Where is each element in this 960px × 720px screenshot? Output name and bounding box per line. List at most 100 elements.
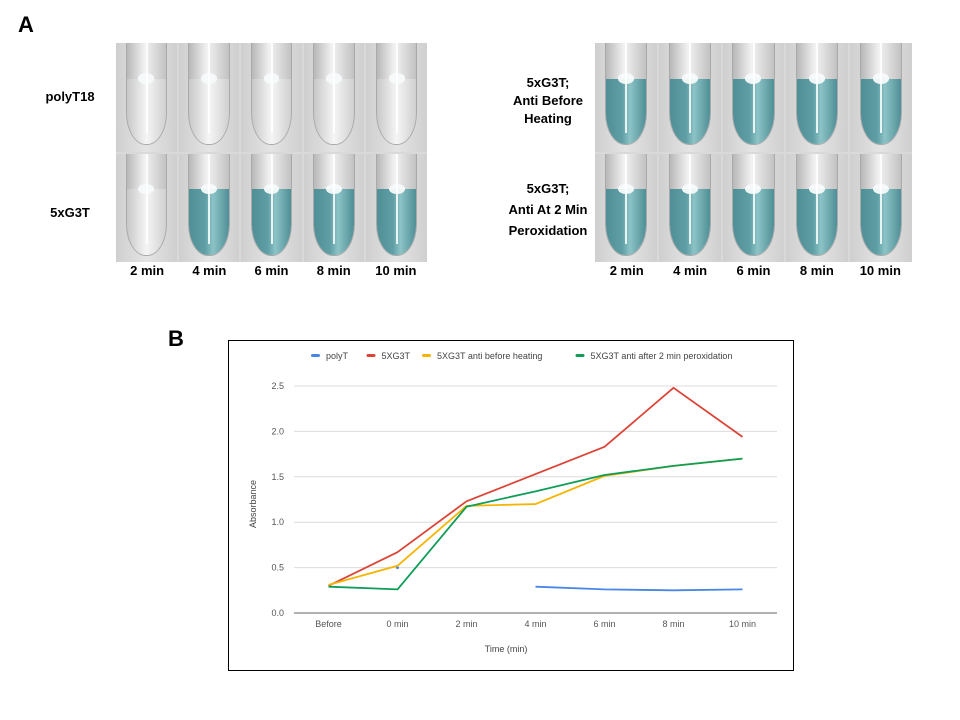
rod bbox=[333, 153, 336, 244]
time-label: 10 min bbox=[375, 263, 417, 278]
tube-icon bbox=[313, 43, 355, 145]
rod bbox=[880, 153, 883, 244]
tube-icon bbox=[668, 153, 711, 256]
right-tube-photo bbox=[722, 153, 785, 262]
rod bbox=[270, 43, 273, 134]
x-tick-label: 6 min bbox=[593, 619, 615, 629]
legend-label-5xg3t-anti-before-heating: 5XG3T anti before heating bbox=[437, 351, 542, 361]
y-tick-label: 1.5 bbox=[271, 472, 284, 482]
row-label-5xg3t: 5xG3T bbox=[50, 205, 90, 220]
y-tick-label: 0.5 bbox=[271, 563, 284, 573]
tube-icon bbox=[125, 153, 167, 256]
time-label: 4 min bbox=[192, 263, 227, 278]
time-label: 6 min bbox=[736, 263, 771, 278]
left-tube-photo bbox=[116, 43, 177, 152]
rod bbox=[816, 153, 819, 244]
left-tube-photo bbox=[303, 43, 365, 152]
y-axis-label: Absorbance bbox=[248, 480, 258, 528]
tube-icon bbox=[796, 153, 839, 256]
tube-icon bbox=[604, 43, 647, 145]
time-label: 8 min bbox=[316, 263, 351, 278]
chart-frame: polyT 5XG3T 5XG3T anti before heating 5XG3T… bbox=[228, 340, 794, 671]
rod bbox=[625, 153, 628, 244]
tube-icon bbox=[860, 153, 903, 256]
rod bbox=[625, 43, 628, 134]
row-label-anti-before-heating: 5xG3T; Anti Before Heating bbox=[498, 74, 598, 128]
left-tube-photo bbox=[116, 153, 177, 262]
x-tick-label: 0 min bbox=[386, 619, 408, 629]
right-tube-photo bbox=[595, 43, 657, 152]
x-axis-ticks: Before 0 min 2 min 4 min 6 min 8 min 10 min bbox=[315, 619, 756, 629]
rod bbox=[145, 43, 148, 134]
row-label-line: 5xG3T; bbox=[526, 181, 570, 196]
x-tick-label: Before bbox=[315, 619, 342, 629]
series-line-5xg3t-anti-after-2-min-peroxidation bbox=[328, 457, 743, 591]
time-label: 8 min bbox=[799, 263, 834, 278]
tube-icon bbox=[732, 43, 775, 145]
time-label: 2 min bbox=[130, 263, 165, 278]
tube-icon bbox=[732, 153, 775, 256]
legend-swatch-5xg3t-anti-after-2-min-peroxidation bbox=[575, 354, 585, 357]
legend: polyT 5XG3T 5XG3T anti before heating 5XG3T… bbox=[311, 351, 732, 361]
panel-a-label: A bbox=[18, 12, 34, 37]
right-tube-photo bbox=[595, 153, 657, 262]
tube-icon bbox=[376, 43, 418, 145]
right-tube-photo bbox=[850, 43, 912, 152]
legend-swatch-5xg3t-anti-before-heating bbox=[422, 354, 431, 357]
tube-icon bbox=[668, 43, 711, 145]
tube-icon bbox=[313, 153, 355, 256]
y-tick-label: 2.5 bbox=[271, 381, 284, 391]
left-tube-photo bbox=[241, 153, 302, 262]
series-line-5xg3t bbox=[328, 386, 744, 587]
rod bbox=[688, 153, 691, 244]
y-tick-label: 0.0 bbox=[271, 608, 284, 618]
x-tick-label: 4 min bbox=[524, 619, 546, 629]
tube-image-grid-left bbox=[116, 43, 427, 262]
x-tick-label: 8 min bbox=[662, 619, 684, 629]
series-lines bbox=[328, 386, 744, 592]
rod bbox=[333, 43, 336, 134]
tube-icon bbox=[376, 153, 418, 256]
legend-swatch-5xg3t bbox=[366, 354, 376, 357]
rod bbox=[208, 153, 211, 244]
row-label-polyt18: polyT18 bbox=[45, 89, 95, 104]
row-label-line: Peroxidation bbox=[508, 223, 588, 238]
y-tick-label: 1.0 bbox=[271, 517, 284, 527]
legend-swatch-polyt bbox=[311, 354, 320, 357]
row-label-anti-at-2-min: 5xG3T; Anti At 2 Min Peroxidation bbox=[498, 178, 598, 241]
tube-image-grid-right bbox=[595, 43, 912, 262]
tube-icon bbox=[860, 43, 903, 145]
legend-label-5xg3t-anti-after-2-min-peroxidation: 5XG3T anti after 2 min peroxidation bbox=[591, 351, 733, 361]
rod bbox=[880, 43, 883, 134]
tube-icon bbox=[188, 153, 230, 256]
right-tube-photo bbox=[722, 43, 785, 152]
time-label: 6 min bbox=[254, 263, 289, 278]
row-label-line: 5xG3T; bbox=[526, 75, 570, 90]
left-tube-photo bbox=[178, 43, 240, 152]
right-tube-photo bbox=[658, 43, 721, 152]
right-tube-photo bbox=[658, 153, 721, 262]
tube-icon bbox=[125, 43, 167, 145]
row-label-line: Heating bbox=[524, 111, 572, 126]
left-tube-photo bbox=[366, 153, 427, 262]
left-tube-photo bbox=[178, 153, 240, 262]
time-label: 2 min bbox=[609, 263, 644, 278]
series-line-polyt bbox=[535, 585, 743, 592]
time-label: 10 min bbox=[859, 263, 901, 278]
row-label-line: Anti At 2 Min bbox=[508, 202, 588, 217]
tube-icon bbox=[250, 43, 293, 145]
rod bbox=[395, 153, 398, 244]
left-tube-photo bbox=[241, 43, 302, 152]
x-axis-label: Time (min) bbox=[485, 644, 528, 654]
legend-label-polyt: polyT bbox=[326, 351, 349, 361]
rod bbox=[270, 153, 273, 244]
panel-b-label: B bbox=[168, 326, 184, 351]
x-tick-label: 2 min bbox=[455, 619, 477, 629]
y-axis-ticks: 0.0 0.5 1.0 1.5 2.0 2.5 bbox=[271, 381, 284, 618]
tube-icon bbox=[796, 43, 839, 145]
rod bbox=[208, 43, 211, 134]
legend-label-5xg3t: 5XG3T bbox=[382, 351, 411, 361]
y-tick-label: 2.0 bbox=[271, 426, 284, 436]
rod bbox=[145, 153, 148, 244]
time-label: 4 min bbox=[673, 263, 708, 278]
